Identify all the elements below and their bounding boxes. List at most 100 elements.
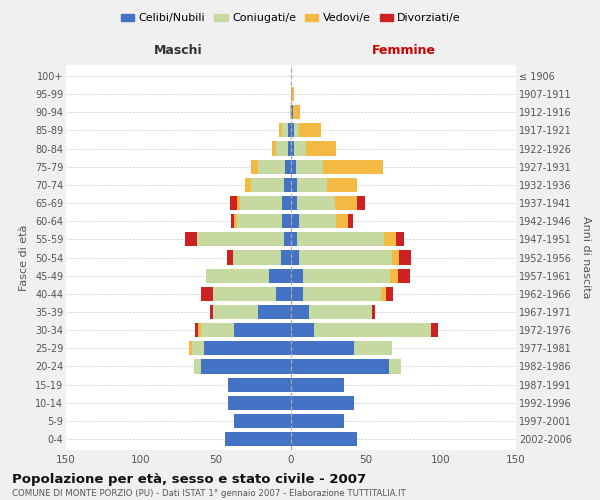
Bar: [225, 432, 291, 446]
Bar: [251, 178, 284, 192]
Bar: [234, 414, 291, 428]
Bar: [291, 378, 343, 392]
Bar: [336, 214, 348, 228]
Bar: [284, 232, 291, 246]
Bar: [213, 286, 276, 301]
Bar: [193, 360, 201, 374]
Bar: [291, 142, 294, 156]
Text: Femmine: Femmine: [371, 44, 436, 57]
Bar: [372, 305, 375, 319]
Bar: [192, 341, 204, 355]
Bar: [299, 250, 392, 264]
Bar: [291, 268, 303, 282]
Bar: [282, 124, 288, 138]
Bar: [210, 305, 213, 319]
Bar: [291, 323, 314, 337]
Bar: [291, 196, 297, 210]
Bar: [282, 196, 291, 210]
Bar: [233, 250, 281, 264]
Bar: [299, 124, 321, 138]
Bar: [245, 178, 251, 192]
Bar: [291, 124, 294, 138]
Bar: [227, 250, 233, 264]
Bar: [291, 396, 354, 410]
Bar: [386, 286, 393, 301]
Bar: [291, 414, 343, 428]
Bar: [204, 341, 291, 355]
Bar: [314, 323, 431, 337]
Bar: [234, 214, 237, 228]
Bar: [299, 214, 336, 228]
Bar: [323, 160, 383, 174]
Bar: [258, 160, 285, 174]
Bar: [231, 214, 234, 228]
Bar: [291, 178, 297, 192]
Bar: [296, 160, 323, 174]
Bar: [357, 196, 365, 210]
Bar: [258, 305, 291, 319]
Bar: [234, 323, 291, 337]
Legend: Celibi/Nubili, Coniugati/e, Vedovi/e, Divorziati/e: Celibi/Nubili, Coniugati/e, Vedovi/e, Di…: [116, 9, 466, 28]
Bar: [189, 341, 192, 355]
Bar: [291, 286, 303, 301]
Bar: [384, 232, 396, 246]
Bar: [185, 232, 197, 246]
Bar: [282, 214, 291, 228]
Bar: [251, 160, 258, 174]
Bar: [290, 105, 291, 120]
Bar: [431, 323, 438, 337]
Bar: [293, 105, 300, 120]
Bar: [276, 142, 288, 156]
Bar: [201, 360, 291, 374]
Bar: [229, 196, 237, 210]
Bar: [348, 214, 353, 228]
Bar: [398, 268, 409, 282]
Bar: [281, 250, 291, 264]
Bar: [201, 323, 234, 337]
Bar: [294, 124, 299, 138]
Bar: [291, 87, 294, 101]
Bar: [389, 360, 401, 374]
Bar: [303, 268, 390, 282]
Bar: [197, 232, 284, 246]
Bar: [335, 196, 357, 210]
Bar: [291, 160, 296, 174]
Bar: [195, 323, 198, 337]
Bar: [291, 232, 297, 246]
Bar: [297, 196, 335, 210]
Bar: [291, 250, 299, 264]
Bar: [381, 286, 386, 301]
Bar: [294, 142, 306, 156]
Bar: [279, 124, 282, 138]
Bar: [237, 214, 282, 228]
Bar: [291, 305, 309, 319]
Bar: [288, 124, 291, 138]
Bar: [276, 286, 291, 301]
Bar: [228, 396, 291, 410]
Text: COMUNE DI MONTE PORZIO (PU) - Dati ISTAT 1° gennaio 2007 - Elaborazione TUTTITAL: COMUNE DI MONTE PORZIO (PU) - Dati ISTAT…: [12, 489, 406, 498]
Bar: [237, 196, 240, 210]
Bar: [271, 142, 276, 156]
Bar: [291, 105, 293, 120]
Y-axis label: Fasce di età: Fasce di età: [19, 224, 29, 290]
Bar: [269, 268, 291, 282]
Bar: [228, 378, 291, 392]
Bar: [354, 341, 392, 355]
Bar: [205, 268, 269, 282]
Bar: [240, 196, 282, 210]
Bar: [399, 250, 411, 264]
Text: Popolazione per età, sesso e stato civile - 2007: Popolazione per età, sesso e stato civil…: [12, 472, 366, 486]
Bar: [297, 178, 327, 192]
Bar: [396, 232, 404, 246]
Bar: [297, 232, 384, 246]
Bar: [291, 360, 389, 374]
Bar: [327, 178, 357, 192]
Bar: [390, 268, 398, 282]
Bar: [309, 305, 372, 319]
Bar: [291, 214, 299, 228]
Bar: [213, 305, 258, 319]
Bar: [288, 142, 291, 156]
Bar: [291, 432, 357, 446]
Bar: [285, 160, 291, 174]
Bar: [306, 142, 336, 156]
